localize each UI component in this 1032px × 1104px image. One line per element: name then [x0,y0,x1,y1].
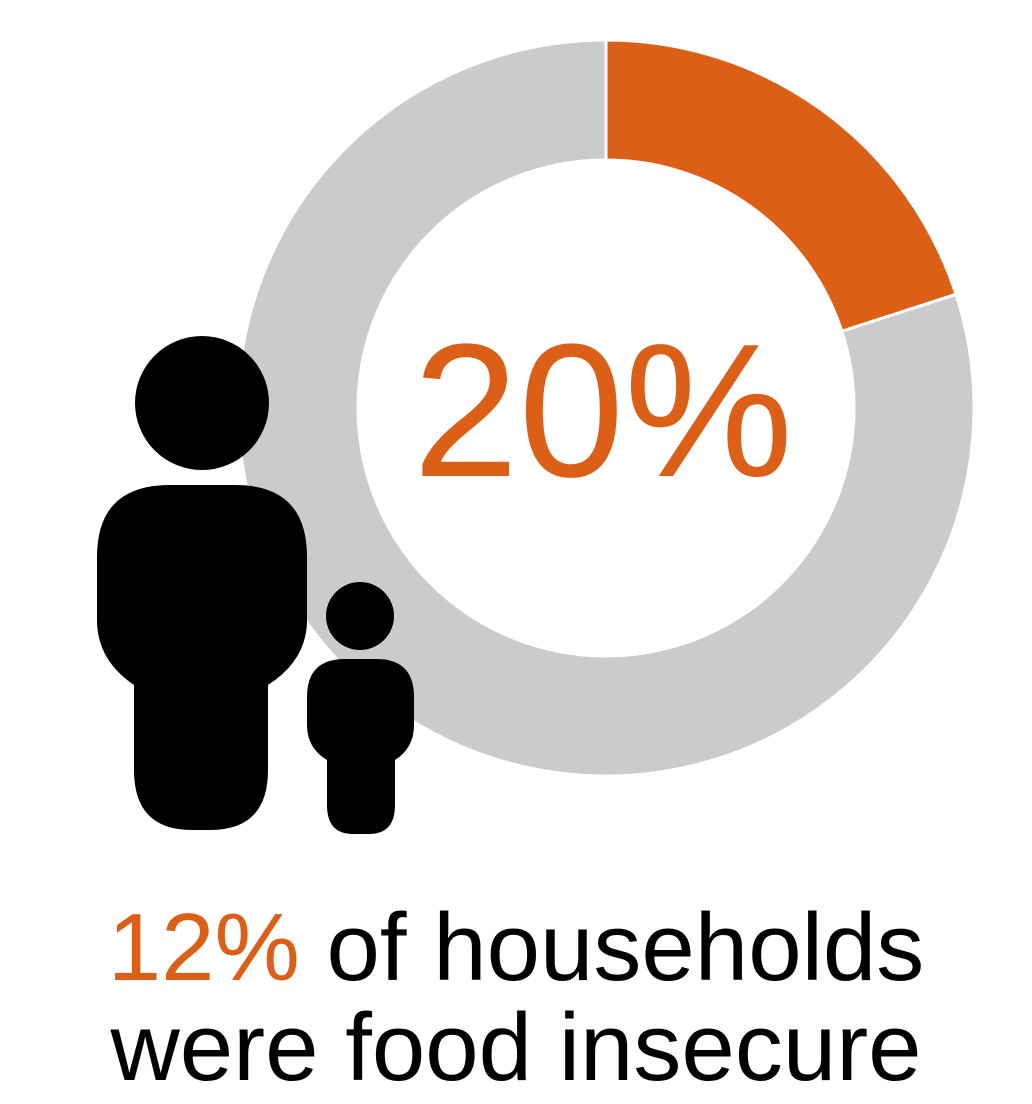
caption-line-1-text: of households [299,894,925,1001]
adult-head [135,336,269,470]
donut-slices [236,38,976,778]
adult-body [97,485,307,830]
child-head [326,582,394,650]
caption-line-2: were food insecure [110,994,922,1101]
caption-line-1: 12% of households [0,900,1032,996]
center-percent-label: 20% [413,305,793,517]
child-body [307,659,414,834]
donut-slice-1 [236,38,976,778]
caption-highlight-percent: 12% [107,894,300,1001]
donut-chart: 20% [97,38,976,834]
parent-and-child-icon [97,336,414,834]
donut-slice-0 [604,38,958,334]
